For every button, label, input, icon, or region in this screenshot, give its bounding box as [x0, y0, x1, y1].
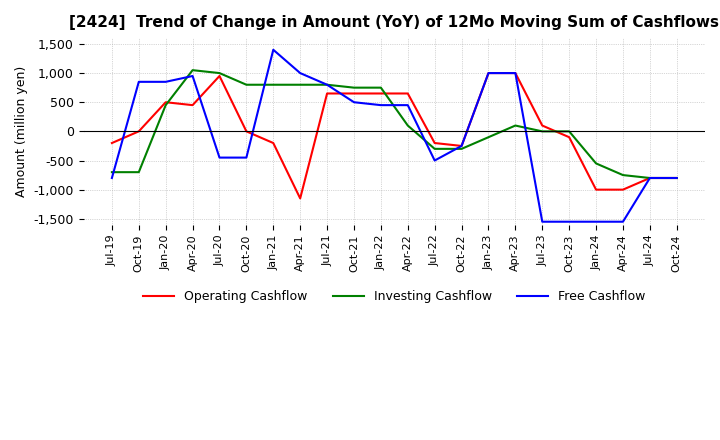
Operating Cashflow: [672, 176, 681, 181]
Operating Cashflow: [565, 135, 574, 140]
Operating Cashflow: [161, 99, 170, 105]
Free Cashflow: [672, 176, 681, 181]
Free Cashflow: [323, 82, 331, 88]
Free Cashflow: [350, 99, 359, 105]
Operating Cashflow: [269, 140, 278, 146]
Operating Cashflow: [323, 91, 331, 96]
Investing Cashflow: [215, 70, 224, 76]
Operating Cashflow: [296, 196, 305, 201]
Operating Cashflow: [107, 140, 116, 146]
Free Cashflow: [457, 143, 466, 149]
Line: Investing Cashflow: Investing Cashflow: [112, 70, 677, 178]
Investing Cashflow: [484, 135, 492, 140]
Operating Cashflow: [592, 187, 600, 192]
Free Cashflow: [135, 79, 143, 84]
Investing Cashflow: [188, 67, 197, 73]
Investing Cashflow: [618, 172, 627, 178]
Operating Cashflow: [215, 73, 224, 79]
Free Cashflow: [511, 70, 520, 76]
Investing Cashflow: [161, 103, 170, 108]
Operating Cashflow: [457, 143, 466, 149]
Investing Cashflow: [511, 123, 520, 128]
Operating Cashflow: [646, 176, 654, 181]
Free Cashflow: [592, 219, 600, 224]
Free Cashflow: [296, 70, 305, 76]
Operating Cashflow: [188, 103, 197, 108]
Investing Cashflow: [296, 82, 305, 88]
Investing Cashflow: [403, 123, 412, 128]
Investing Cashflow: [565, 129, 574, 134]
Line: Free Cashflow: Free Cashflow: [112, 50, 677, 222]
Operating Cashflow: [511, 70, 520, 76]
Investing Cashflow: [592, 161, 600, 166]
Free Cashflow: [431, 158, 439, 163]
Operating Cashflow: [403, 91, 412, 96]
Investing Cashflow: [538, 129, 546, 134]
Free Cashflow: [484, 70, 492, 76]
Free Cashflow: [377, 103, 385, 108]
Investing Cashflow: [377, 85, 385, 90]
Operating Cashflow: [484, 70, 492, 76]
Free Cashflow: [538, 219, 546, 224]
Free Cashflow: [618, 219, 627, 224]
Free Cashflow: [403, 103, 412, 108]
Free Cashflow: [565, 219, 574, 224]
Title: [2424]  Trend of Change in Amount (YoY) of 12Mo Moving Sum of Cashflows: [2424] Trend of Change in Amount (YoY) o…: [69, 15, 719, 30]
Line: Operating Cashflow: Operating Cashflow: [112, 73, 677, 198]
Investing Cashflow: [672, 176, 681, 181]
Investing Cashflow: [269, 82, 278, 88]
Investing Cashflow: [323, 82, 331, 88]
Free Cashflow: [242, 155, 251, 160]
Operating Cashflow: [618, 187, 627, 192]
Operating Cashflow: [538, 123, 546, 128]
Free Cashflow: [646, 176, 654, 181]
Operating Cashflow: [377, 91, 385, 96]
Investing Cashflow: [242, 82, 251, 88]
Investing Cashflow: [350, 85, 359, 90]
Investing Cashflow: [457, 146, 466, 151]
Free Cashflow: [107, 176, 116, 181]
Investing Cashflow: [431, 146, 439, 151]
Y-axis label: Amount (million yen): Amount (million yen): [15, 66, 28, 197]
Investing Cashflow: [135, 169, 143, 175]
Investing Cashflow: [107, 169, 116, 175]
Operating Cashflow: [135, 129, 143, 134]
Investing Cashflow: [646, 176, 654, 181]
Legend: Operating Cashflow, Investing Cashflow, Free Cashflow: Operating Cashflow, Investing Cashflow, …: [138, 285, 651, 308]
Operating Cashflow: [350, 91, 359, 96]
Operating Cashflow: [431, 140, 439, 146]
Free Cashflow: [161, 79, 170, 84]
Operating Cashflow: [242, 129, 251, 134]
Free Cashflow: [188, 73, 197, 79]
Free Cashflow: [215, 155, 224, 160]
Free Cashflow: [269, 47, 278, 52]
